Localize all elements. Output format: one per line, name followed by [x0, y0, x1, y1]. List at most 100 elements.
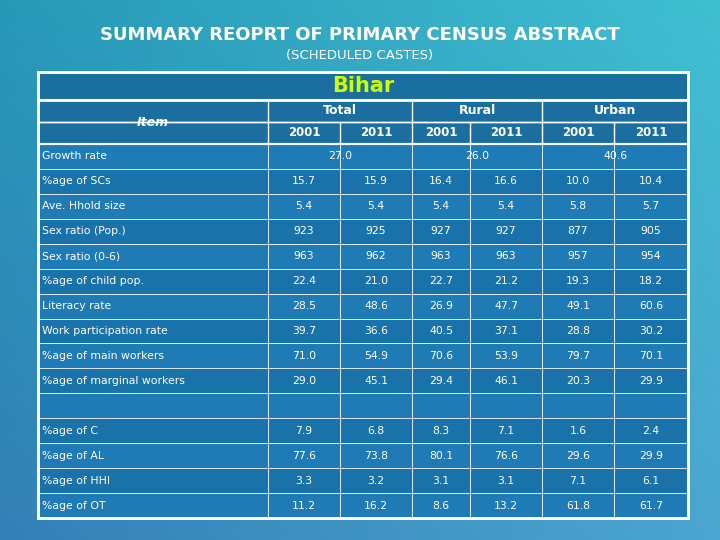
- Text: 18.2: 18.2: [639, 276, 663, 286]
- Text: %age of HHI: %age of HHI: [42, 476, 110, 485]
- Text: 7.1: 7.1: [570, 476, 587, 485]
- Bar: [38, 393, 688, 418]
- Text: (SCHEDULED CASTES): (SCHEDULED CASTES): [287, 50, 433, 63]
- Text: 10.4: 10.4: [639, 177, 663, 186]
- Text: Sex ratio (0-6): Sex ratio (0-6): [42, 251, 120, 261]
- Bar: [38, 343, 688, 368]
- Text: 61.7: 61.7: [639, 501, 663, 510]
- Text: 963: 963: [495, 251, 516, 261]
- Text: 13.2: 13.2: [494, 501, 518, 510]
- Bar: [38, 72, 688, 518]
- Bar: [38, 244, 688, 269]
- Text: 37.1: 37.1: [494, 326, 518, 336]
- Text: 26.0: 26.0: [465, 151, 489, 161]
- Text: 30.2: 30.2: [639, 326, 663, 336]
- Text: 29.0: 29.0: [292, 376, 316, 386]
- Text: 2.4: 2.4: [642, 426, 660, 436]
- Text: 28.8: 28.8: [566, 326, 590, 336]
- Text: 3.1: 3.1: [433, 476, 449, 485]
- Text: 927: 927: [495, 226, 516, 237]
- Text: 1.6: 1.6: [570, 426, 587, 436]
- Text: 77.6: 77.6: [292, 451, 316, 461]
- Text: 5.7: 5.7: [642, 201, 660, 211]
- Text: 3.2: 3.2: [367, 476, 384, 485]
- Text: %age of SCs: %age of SCs: [42, 177, 111, 186]
- Text: %age of AL: %age of AL: [42, 451, 104, 461]
- Text: 905: 905: [641, 226, 662, 237]
- Bar: [38, 443, 688, 468]
- Text: 26.9: 26.9: [429, 301, 453, 311]
- Text: 49.1: 49.1: [566, 301, 590, 311]
- Text: 5.8: 5.8: [570, 201, 587, 211]
- Bar: [38, 194, 688, 219]
- Text: 54.9: 54.9: [364, 351, 388, 361]
- Text: 3.3: 3.3: [295, 476, 312, 485]
- Text: Urban: Urban: [594, 105, 636, 118]
- Text: 47.7: 47.7: [494, 301, 518, 311]
- Text: 73.8: 73.8: [364, 451, 388, 461]
- Text: %age of child pop.: %age of child pop.: [42, 276, 144, 286]
- Bar: [38, 269, 688, 294]
- Text: 21.2: 21.2: [494, 276, 518, 286]
- Text: 70.1: 70.1: [639, 351, 663, 361]
- Bar: [38, 418, 688, 443]
- Bar: [38, 493, 688, 518]
- Text: 22.7: 22.7: [429, 276, 453, 286]
- Text: 39.7: 39.7: [292, 326, 316, 336]
- Text: Growth rate: Growth rate: [42, 151, 107, 161]
- Text: 29.4: 29.4: [429, 376, 453, 386]
- Bar: [38, 319, 688, 343]
- Text: 28.5: 28.5: [292, 301, 316, 311]
- Text: 5.4: 5.4: [367, 201, 384, 211]
- Text: 5.4: 5.4: [295, 201, 312, 211]
- Bar: [38, 294, 688, 319]
- Text: Literacy rate: Literacy rate: [42, 301, 112, 311]
- Text: 29.9: 29.9: [639, 376, 663, 386]
- Text: 40.6: 40.6: [603, 151, 627, 161]
- Text: Total: Total: [323, 105, 357, 118]
- Text: 962: 962: [366, 251, 387, 261]
- Text: 22.4: 22.4: [292, 276, 316, 286]
- Text: 6.8: 6.8: [367, 426, 384, 436]
- Text: 20.3: 20.3: [566, 376, 590, 386]
- Text: 10.0: 10.0: [566, 177, 590, 186]
- Text: 76.6: 76.6: [494, 451, 518, 461]
- Text: 21.0: 21.0: [364, 276, 388, 286]
- Text: 16.4: 16.4: [429, 177, 453, 186]
- Text: 2001: 2001: [425, 126, 457, 139]
- Text: 19.3: 19.3: [566, 276, 590, 286]
- Text: Ave. Hhold size: Ave. Hhold size: [42, 201, 125, 211]
- Text: 16.6: 16.6: [494, 177, 518, 186]
- Text: 46.1: 46.1: [494, 376, 518, 386]
- Text: 2011: 2011: [360, 126, 392, 139]
- Text: 71.0: 71.0: [292, 351, 316, 361]
- Bar: [38, 72, 688, 100]
- Bar: [38, 144, 688, 169]
- Text: %age of main workers: %age of main workers: [42, 351, 164, 361]
- Text: Work participation rate: Work participation rate: [42, 326, 168, 336]
- Text: 927: 927: [431, 226, 451, 237]
- Text: 40.5: 40.5: [429, 326, 453, 336]
- Text: 957: 957: [567, 251, 588, 261]
- Text: 7.9: 7.9: [295, 426, 312, 436]
- Text: 2011: 2011: [490, 126, 522, 139]
- Bar: [38, 219, 688, 244]
- Text: 877: 877: [567, 226, 588, 237]
- Text: %age of C: %age of C: [42, 426, 98, 436]
- Text: 29.9: 29.9: [639, 451, 663, 461]
- Text: 15.7: 15.7: [292, 177, 316, 186]
- Text: 48.6: 48.6: [364, 301, 388, 311]
- Text: 3.1: 3.1: [498, 476, 515, 485]
- Text: 79.7: 79.7: [566, 351, 590, 361]
- Text: 923: 923: [294, 226, 315, 237]
- Bar: [38, 368, 688, 393]
- Text: 36.6: 36.6: [364, 326, 388, 336]
- Text: 11.2: 11.2: [292, 501, 316, 510]
- Text: 60.6: 60.6: [639, 301, 663, 311]
- Text: 963: 963: [431, 251, 451, 261]
- Bar: [38, 122, 688, 144]
- Text: Sex ratio (Pop.): Sex ratio (Pop.): [42, 226, 126, 237]
- Text: 2001: 2001: [562, 126, 594, 139]
- Text: 5.4: 5.4: [433, 201, 449, 211]
- Text: 70.6: 70.6: [429, 351, 453, 361]
